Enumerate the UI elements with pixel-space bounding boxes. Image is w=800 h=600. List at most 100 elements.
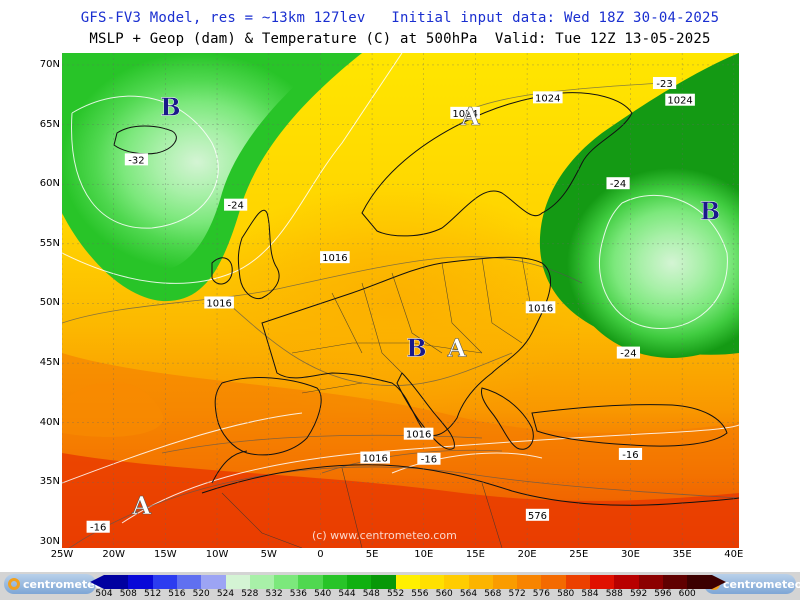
low-east-core bbox=[567, 168, 739, 358]
isotherm-label: -24 bbox=[616, 346, 641, 360]
lon-tick-label: 10W bbox=[205, 549, 229, 560]
svg-text:-32: -32 bbox=[128, 155, 144, 166]
svg-text:1024: 1024 bbox=[667, 96, 692, 107]
colorbar-segment bbox=[662, 575, 688, 589]
colorbar-tick-label: 552 bbox=[387, 589, 405, 599]
lon-tick-label: 10E bbox=[414, 549, 434, 560]
isotherms bbox=[62, 53, 739, 524]
title-model-info: GFS-FV3 Model, res = ~13km 127lev Initia… bbox=[80, 10, 720, 26]
colorbar-tick-label: 532 bbox=[265, 589, 283, 599]
colorbar-tick-label: 576 bbox=[532, 589, 550, 599]
lon-tick-label: 30E bbox=[620, 549, 640, 560]
colorbar-segment bbox=[152, 575, 178, 589]
colorbar-segment bbox=[614, 575, 640, 589]
svg-text:-16: -16 bbox=[421, 455, 437, 466]
weather-map: 1024 1024 1024 1016 1016 1016 1016 1016 -32 -24 -2… bbox=[62, 53, 739, 548]
country-borders bbox=[221, 257, 533, 548]
colorbar-segment bbox=[274, 575, 299, 589]
colorbar-tick-label: 572 bbox=[508, 589, 526, 599]
svg-text:576: 576 bbox=[528, 511, 547, 522]
trough-west-core bbox=[62, 53, 332, 272]
colorbar-segment bbox=[590, 575, 615, 589]
logo-text-right: centrometeo bbox=[723, 577, 800, 591]
colorbar-tick-label: 600 bbox=[678, 589, 696, 599]
colorbar-tick-label: 580 bbox=[557, 589, 575, 599]
lon-tick-label: 15E bbox=[465, 549, 485, 560]
colorbar-segment bbox=[492, 575, 518, 589]
colorbar-segment bbox=[201, 575, 226, 589]
colorbar-segment bbox=[687, 575, 712, 589]
geop-band-west bbox=[62, 381, 164, 437]
lon-tick-label: 5W bbox=[260, 549, 277, 560]
colorbar-segment bbox=[104, 575, 129, 589]
watermark: (c) www.centrometeo.com bbox=[312, 529, 457, 542]
colorbar-segment bbox=[517, 575, 542, 589]
high-pressure-marker: A bbox=[447, 334, 467, 363]
low-pressure-marker: B bbox=[700, 196, 720, 225]
high-pressure-marker: A bbox=[460, 102, 480, 131]
isotherm-label: -16 bbox=[86, 520, 110, 534]
lat-tick-label: 30N bbox=[39, 536, 60, 548]
isotherm-label: -24 bbox=[606, 177, 630, 190]
lon-tick-label: 20E bbox=[517, 549, 537, 560]
svg-text:-16: -16 bbox=[90, 523, 106, 534]
logo-ring-icon bbox=[8, 578, 20, 590]
lon-tick-label: 40E bbox=[724, 549, 744, 560]
svg-text:1016: 1016 bbox=[206, 298, 231, 309]
colorbar-tick-label: 520 bbox=[192, 589, 210, 599]
svg-text:1016: 1016 bbox=[406, 430, 431, 441]
isotherm-label: -23 bbox=[652, 77, 677, 90]
lat-tick-label: 60N bbox=[39, 178, 60, 190]
colorbar-max-arrow bbox=[711, 575, 726, 589]
isotherm-label: -24 bbox=[224, 198, 248, 212]
isobar-label: 1016 bbox=[525, 301, 556, 314]
lat-tick-label: 55N bbox=[39, 237, 60, 249]
colorbar-segment bbox=[565, 575, 591, 589]
colorbar-segment bbox=[395, 575, 421, 589]
colorbar-tick-label: 556 bbox=[411, 589, 429, 599]
colorbar-segment bbox=[128, 575, 154, 589]
colorbar-tick-label: 512 bbox=[144, 589, 162, 599]
colorbar-tick-label: 564 bbox=[459, 589, 478, 599]
colorbar-segment bbox=[322, 575, 348, 589]
colorbar-tick-label: 584 bbox=[581, 589, 599, 599]
low-pressure-marker: B bbox=[160, 93, 180, 122]
colorbar-segment bbox=[249, 575, 275, 589]
colorbar-tick-label: 540 bbox=[314, 589, 332, 599]
lon-tick-label: 15W bbox=[154, 549, 177, 560]
lon-tick-label: 0 bbox=[317, 549, 324, 560]
colorbar-segment bbox=[176, 575, 202, 589]
geop-band-584 bbox=[62, 453, 739, 548]
isotherm-label: -16 bbox=[618, 447, 643, 461]
isobar-label: 1016 bbox=[204, 296, 234, 309]
colorbar-tick-label: 524 bbox=[216, 589, 235, 599]
high-pressure-marker: A bbox=[131, 491, 151, 520]
svg-text:-16: -16 bbox=[622, 450, 638, 461]
lat-tick-label: 40N bbox=[39, 416, 60, 428]
map-canvas: 1024 1024 1024 1016 1016 1016 1016 1016 -32 -24 -2… bbox=[62, 53, 739, 548]
colorbar-segment bbox=[541, 575, 567, 589]
colorbar-segment bbox=[298, 575, 324, 589]
svg-text:-24: -24 bbox=[610, 179, 626, 190]
svg-text:1016: 1016 bbox=[362, 454, 387, 465]
isobar-label: 1016 bbox=[403, 427, 434, 441]
colorbar-tick-label: 568 bbox=[484, 589, 502, 599]
lon-tick-label: 20W bbox=[102, 549, 125, 560]
isotherm-label: -32 bbox=[124, 153, 149, 166]
svg-text:-23: -23 bbox=[656, 79, 672, 90]
colorbar-tick-label: 560 bbox=[435, 589, 453, 599]
colorbar-segment bbox=[444, 575, 469, 589]
lon-tick-label: 5E bbox=[365, 549, 379, 560]
colorbar-segment bbox=[638, 575, 664, 589]
isobar-label: 1024 bbox=[665, 93, 695, 107]
colorbar-tick-label: 588 bbox=[605, 589, 623, 599]
colorbar-tick-label: 516 bbox=[168, 589, 186, 599]
isobar-label: 1016 bbox=[360, 451, 390, 465]
lat-tick-label: 65N bbox=[39, 118, 60, 130]
colorbar-tick-label: 592 bbox=[630, 589, 648, 599]
lat-tick-label: 45N bbox=[39, 357, 60, 369]
colorbar-tick-label: 544 bbox=[338, 589, 356, 599]
svg-text:-24: -24 bbox=[227, 201, 243, 212]
colorbar-tick-label: 536 bbox=[289, 589, 307, 599]
svg-text:1016: 1016 bbox=[322, 253, 347, 264]
